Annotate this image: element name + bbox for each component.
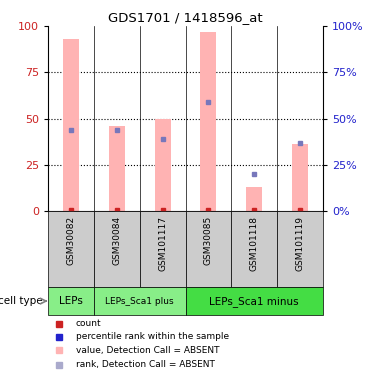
Bar [200, 32, 216, 211]
Bar [292, 144, 308, 211]
Text: value, Detection Call = ABSENT: value, Detection Call = ABSENT [76, 345, 219, 354]
Bar [63, 39, 79, 211]
Text: GSM30084: GSM30084 [112, 216, 121, 266]
Title: GDS1701 / 1418596_at: GDS1701 / 1418596_at [108, 11, 263, 24]
Text: LEPs_Sca1 minus: LEPs_Sca1 minus [209, 296, 299, 306]
Text: GSM101117: GSM101117 [158, 216, 167, 271]
Text: GSM101118: GSM101118 [250, 216, 259, 271]
Bar [48, 211, 94, 287]
Bar [48, 287, 94, 315]
Text: LEPs: LEPs [59, 296, 83, 306]
Bar [94, 287, 186, 315]
Bar [109, 126, 125, 211]
Text: count: count [76, 319, 101, 328]
Bar [140, 211, 186, 287]
Bar [186, 287, 323, 315]
Text: cell type: cell type [0, 296, 42, 306]
Bar [231, 211, 277, 287]
Text: rank, Detection Call = ABSENT: rank, Detection Call = ABSENT [76, 360, 214, 369]
Bar [94, 211, 140, 287]
Bar [277, 211, 323, 287]
Bar [246, 187, 262, 211]
Text: GSM30082: GSM30082 [67, 216, 76, 266]
Bar [186, 211, 231, 287]
Text: GSM30085: GSM30085 [204, 216, 213, 266]
Text: LEPs_Sca1 plus: LEPs_Sca1 plus [105, 297, 174, 306]
Bar [155, 118, 171, 211]
Text: percentile rank within the sample: percentile rank within the sample [76, 332, 229, 341]
Text: GSM101119: GSM101119 [295, 216, 304, 271]
